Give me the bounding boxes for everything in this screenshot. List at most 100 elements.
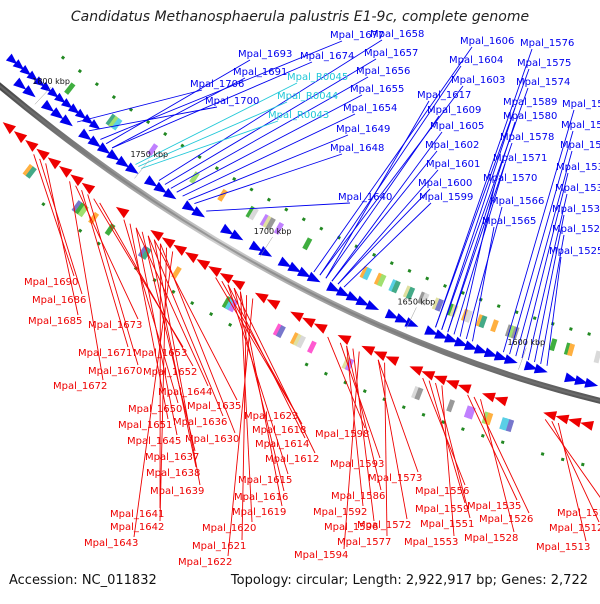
cog-box-reverse (105, 223, 116, 236)
forward-gene-label: Mpal_1649 (336, 124, 390, 135)
forward-gene-label: Mpal_1570 (483, 173, 537, 184)
forward-gene-arrow (307, 272, 321, 282)
reverse-gene-arrow (82, 183, 96, 195)
forward-gene-label: Mpal_1609 (427, 105, 481, 116)
reverse-gene-arrow (580, 421, 594, 431)
track-dot (402, 405, 406, 409)
reverse-gene-arrow (185, 252, 199, 263)
reverse-gene-label: Mpal_1639 (150, 486, 204, 497)
forward-gene-arrow (191, 206, 205, 217)
kbp-tick-label: 1800 kbp (32, 77, 70, 86)
track-dot (587, 332, 591, 336)
reverse-gene-label: Mpal_1690 (24, 277, 78, 288)
track-dot (533, 316, 537, 320)
forward-gene-label: Mpal_1605 (430, 121, 484, 132)
forward-gene-arrow (385, 309, 399, 319)
reverse-gene-label: Mpal_1630 (185, 434, 239, 445)
reverse-gene-arrow (267, 299, 281, 310)
forward-gene-label: Mpal_1601 (426, 159, 480, 170)
reverse-gene-arrow (338, 335, 352, 345)
reverse-gene-arrow (70, 174, 84, 186)
reverse-gene-arrow (568, 418, 582, 428)
forward-gene-label: Mpal_1656 (356, 66, 410, 77)
reverse-gene-label: Mpal_1553 (404, 537, 458, 548)
accession-text: Accession: NC_011832 (9, 573, 157, 588)
reverse-gene-label: Mpal_1612 (265, 454, 319, 465)
cog-box-forward (594, 350, 600, 363)
reverse-label-leader (545, 419, 600, 507)
reverse-gene-label: Mpal_1653 (133, 348, 187, 359)
forward-label-leader (183, 114, 355, 196)
forward-gene-arrow (365, 300, 379, 310)
reverse-gene-arrow (25, 140, 38, 152)
track-dot (541, 452, 545, 456)
forward-gene-label: Mpal_1691 (233, 67, 287, 78)
track-dot (41, 202, 45, 206)
rna-label-leader (141, 121, 278, 169)
reverse-label-leader (46, 163, 78, 315)
reverse-gene-label: Mpal_1598 (315, 429, 369, 440)
reverse-label-leader (88, 194, 138, 365)
forward-gene-label: Mpal_1658 (370, 29, 424, 40)
track-dot (190, 301, 194, 305)
forward-gene-label: Mpal_1574 (516, 77, 570, 88)
cog-box-reverse (307, 341, 317, 354)
forward-gene-arrow (405, 317, 419, 327)
forward-label-leader (332, 132, 442, 281)
forward-gene-label: Mpal_1706 (190, 79, 244, 90)
reverse-gene-arrow (314, 324, 328, 334)
reverse-gene-label: Mpal_1643 (84, 538, 138, 549)
track-dot (481, 434, 485, 438)
reverse-gene-label: Mpal_1559 (415, 504, 469, 515)
reverse-gene-label: Mpal_1672 (53, 381, 107, 392)
reverse-gene-label: Mpal_1623 (244, 411, 298, 422)
forward-gene-label: Mpal_1525 (549, 246, 600, 257)
reverse-gene-label: Mpal_1528 (464, 533, 518, 544)
forward-label-leader (332, 151, 437, 281)
reverse-gene-arrow (409, 366, 423, 375)
reverse-gene-arrow (162, 237, 176, 248)
forward-gene-arrow (182, 200, 196, 211)
reverse-gene-label: Mpal_1535 (467, 501, 521, 512)
forward-gene-label: Mpal_1575 (517, 58, 571, 69)
forward-gene-label: Mpal_1657 (364, 48, 418, 59)
track-dot (561, 458, 565, 462)
reverse-gene-label: Mpal_1619 (232, 507, 286, 518)
forward-gene-label: Mpal_1600 (418, 178, 472, 189)
forward-gene-label: Mpal_1606 (460, 36, 514, 47)
rna-gene-label: Mpal_R0043 (268, 110, 329, 121)
forward-gene-label: Mpal_1565 (482, 216, 536, 227)
reverse-gene-arrow (116, 207, 129, 218)
kbp-tick-label: 1750 kbp (130, 150, 168, 159)
reverse-gene-label: Mpal_1637 (145, 452, 199, 463)
track-dot (249, 187, 253, 191)
forward-gene-arrow (355, 296, 369, 306)
forward-gene-label: Mpal_1693 (238, 49, 292, 60)
reverse-gene-arrow (373, 351, 387, 361)
reverse-gene-arrow (361, 346, 375, 356)
genome-title: Candidatus Methanosphaerula palustris E1… (0, 9, 600, 25)
track-dot (497, 304, 501, 308)
reverse-gene-label: Mpal_1642 (110, 522, 164, 533)
forward-label-leader (89, 107, 217, 131)
reverse-label-leader (240, 292, 282, 506)
reverse-gene-arrow (482, 393, 496, 403)
forward-gene-label: Mpal_1654 (343, 103, 397, 114)
track-dot (302, 217, 306, 221)
forward-gene-label: Mpal_1578 (500, 132, 554, 143)
forward-gene-arrow (395, 313, 409, 323)
reverse-gene-label: Mpal_1673 (88, 320, 142, 331)
forward-gene-label: Mpal_1648 (330, 143, 384, 154)
reverse-label-leader (216, 278, 294, 411)
reverse-gene-arrow (197, 259, 211, 270)
reverse-gene-label: Mpal_1671 (78, 348, 132, 359)
forward-gene-label: Mpal_1617 (417, 90, 471, 101)
reverse-gene-arrow (150, 230, 164, 241)
reverse-gene-label: Mpal_1636 (173, 417, 227, 428)
track-dot (305, 362, 309, 366)
forward-gene-label: Mpal_1640 (338, 192, 392, 203)
reverse-gene-label: Mpal_1573 (368, 473, 422, 484)
forward-gene-label: Mpal_1603 (451, 75, 505, 86)
forward-gene-arrow (278, 257, 292, 268)
